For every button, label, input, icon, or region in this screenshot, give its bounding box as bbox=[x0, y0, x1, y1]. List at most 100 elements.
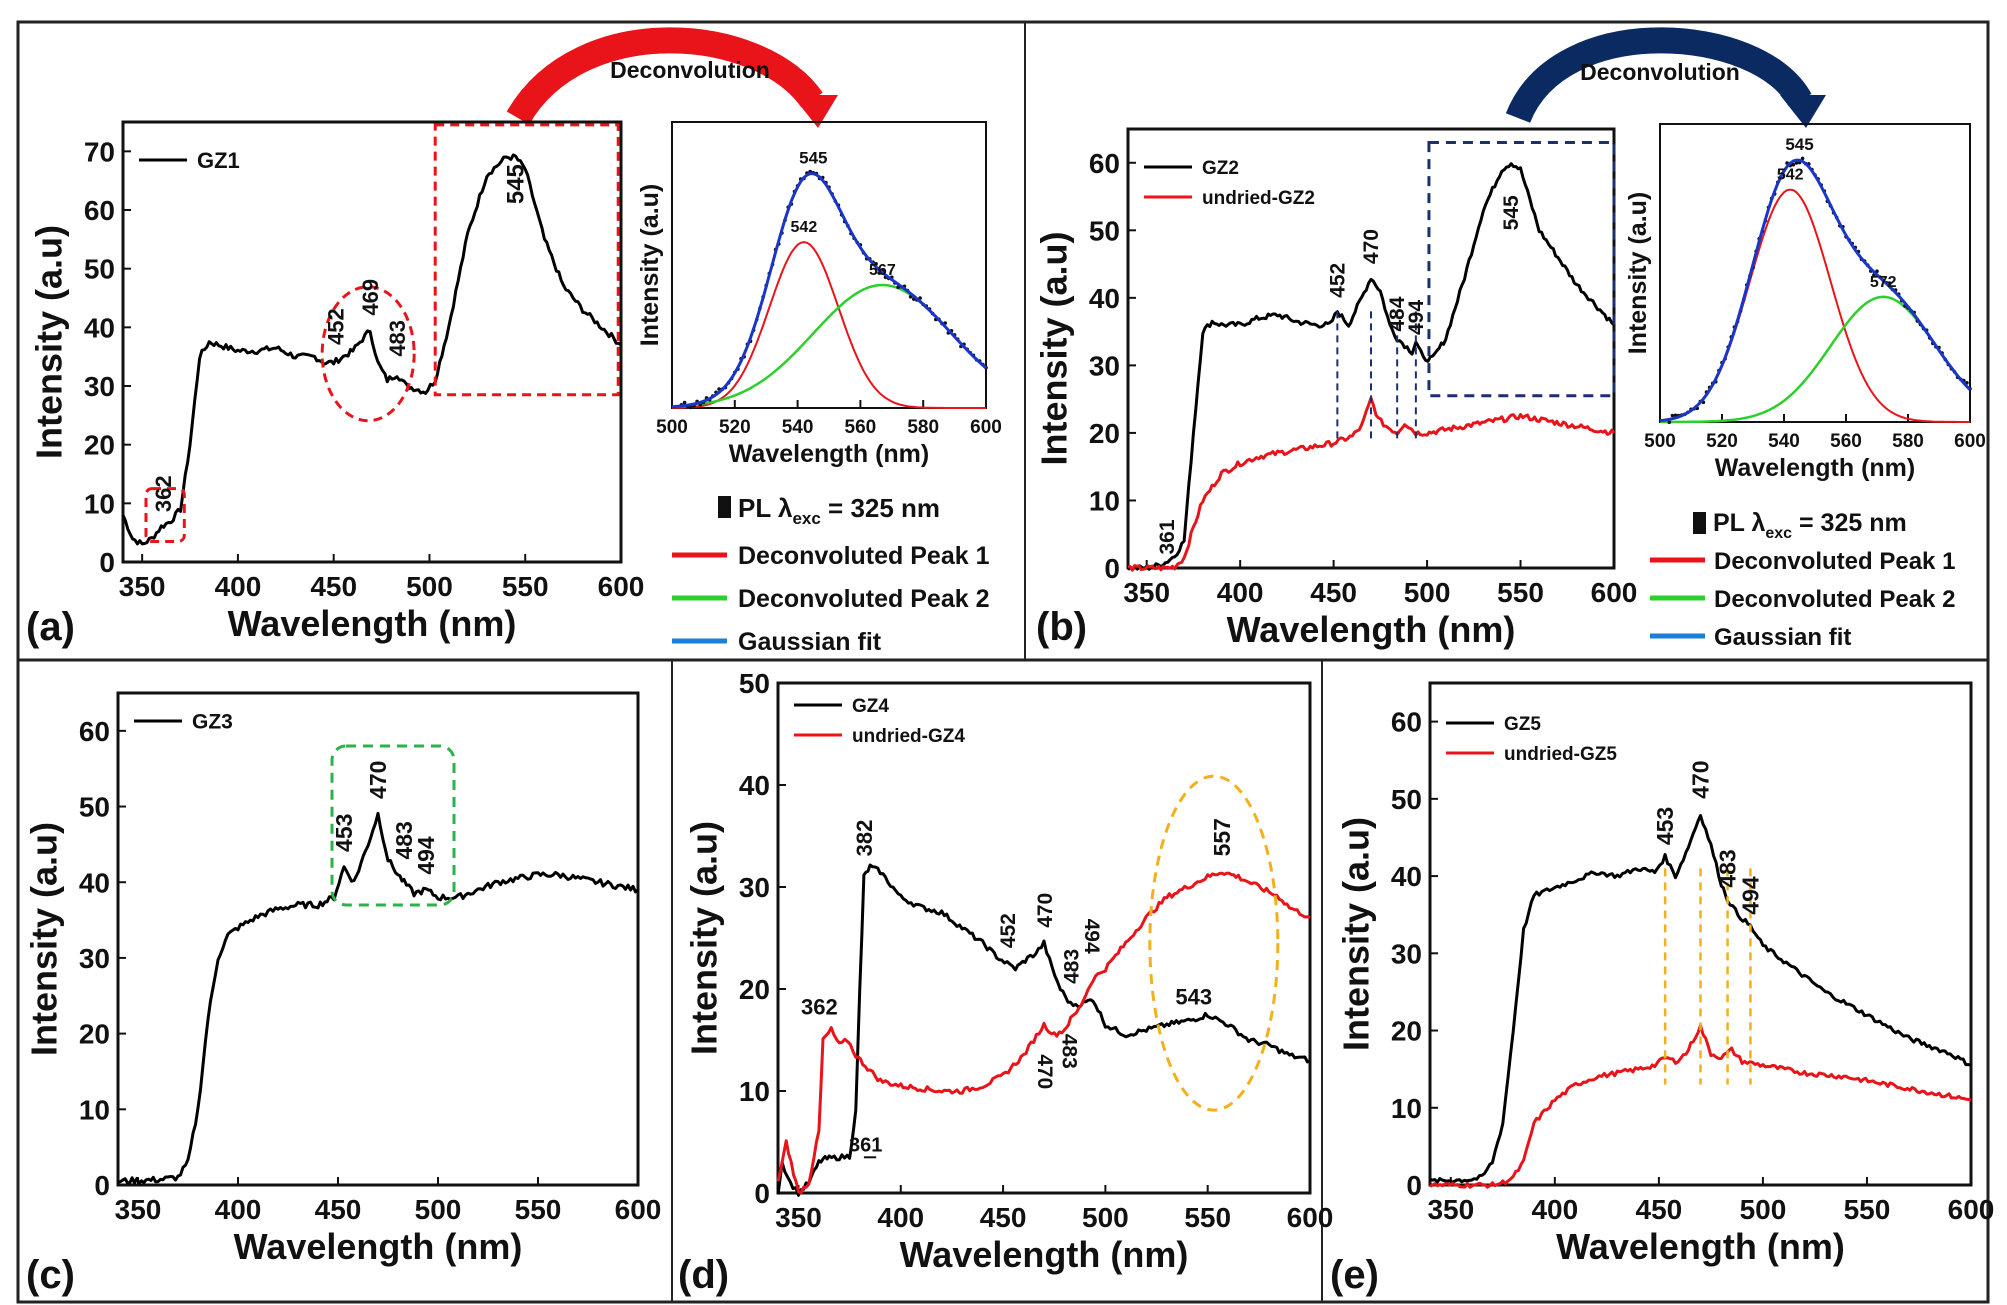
data-point bbox=[1794, 161, 1799, 165]
chart-inset-b: 500 520 540 560 580 600 Wavelength (nm) Intensi… bbox=[1624, 123, 1986, 482]
peak-label: 545 bbox=[1500, 195, 1523, 230]
chart-panel-d: 350 400 450 500 550 600 0 10 20 30 40 50 Wavelength … bbox=[683, 668, 1333, 1275]
y-tick-label: 40 bbox=[79, 867, 110, 898]
y-tick-label: 30 bbox=[1089, 350, 1120, 381]
series-line-fit bbox=[671, 172, 988, 409]
peak-label: 545 bbox=[1785, 135, 1813, 154]
x-tick-label: 560 bbox=[1830, 431, 1862, 452]
deconvolution-label-b: Deconvolution bbox=[1580, 59, 1740, 85]
peak-label: 545 bbox=[799, 149, 827, 168]
peak-label: 483 bbox=[385, 320, 410, 357]
peak-label: 452 bbox=[1326, 263, 1349, 298]
y-tick-label: 30 bbox=[739, 872, 770, 903]
y-tick-label: 20 bbox=[1391, 1016, 1422, 1047]
legend-label-peak1: Deconvoluted Peak 1 bbox=[1714, 548, 1955, 575]
x-tick-label: 540 bbox=[1768, 431, 1800, 452]
x-tick-label: 350 bbox=[775, 1202, 822, 1233]
series-line-GZ3 bbox=[117, 811, 639, 1185]
panel-label-a: (a) bbox=[26, 605, 75, 649]
y-tick-label: 40 bbox=[1089, 283, 1120, 314]
plot-frame bbox=[121, 120, 623, 564]
highlight-box-peaks bbox=[330, 744, 456, 907]
y-tick-label: 0 bbox=[1406, 1170, 1422, 1201]
x-tick-label: 600 bbox=[1591, 577, 1638, 608]
x-tick-label: 500 bbox=[1644, 431, 1676, 452]
peak-label: 362 bbox=[801, 995, 838, 1020]
x-tick-label: 600 bbox=[598, 571, 645, 602]
y-tick-label: 50 bbox=[1089, 215, 1120, 246]
series-line-fit bbox=[1659, 158, 1972, 423]
legend-label: undried-GZ4 bbox=[852, 726, 965, 747]
highlight-ellipse-469 bbox=[320, 285, 416, 423]
peak-label: 452 bbox=[324, 308, 349, 345]
series-line-undried-GZ5 bbox=[1429, 1023, 1972, 1189]
y-tick-label: 30 bbox=[1391, 938, 1422, 969]
x-axis-label: Wavelength (nm) bbox=[234, 1226, 523, 1267]
plot-frame bbox=[1659, 123, 1971, 423]
y-tick-label: 60 bbox=[1089, 148, 1120, 179]
y-tick-label: 60 bbox=[79, 716, 110, 747]
x-tick-label: 400 bbox=[215, 1194, 262, 1225]
y-axis-label: Intensity (a.u) bbox=[636, 184, 664, 347]
peak-label: 470 bbox=[1033, 1054, 1056, 1089]
panel-label-d: (d) bbox=[678, 1253, 729, 1297]
legend-label: GZ2 bbox=[1202, 158, 1239, 179]
y-tick-label: 20 bbox=[1089, 418, 1120, 449]
y-tick-label: 0 bbox=[754, 1178, 770, 1209]
peak-label: 452 bbox=[997, 913, 1020, 948]
legend-title-tail: = 325 nm bbox=[821, 493, 940, 523]
deconvolution-arrowhead-a bbox=[792, 95, 838, 128]
x-tick-label: 520 bbox=[719, 417, 751, 438]
peak-label: 470 bbox=[1034, 893, 1057, 928]
x-tick-label: 550 bbox=[1844, 1194, 1891, 1225]
y-tick-label: 30 bbox=[79, 943, 110, 974]
legend-label: GZ3 bbox=[192, 711, 233, 734]
chart-panel-c: 350 400 450 500 550 600 0 10 20 30 40 50 60 Wavelengt… bbox=[23, 691, 662, 1267]
y-tick-label: 20 bbox=[84, 430, 115, 461]
series-line-GZ2 bbox=[1126, 162, 1616, 571]
deconvolution-label-a: Deconvolution bbox=[610, 57, 770, 83]
x-tick-label: 600 bbox=[615, 1194, 662, 1225]
peak-label: 469 bbox=[358, 279, 383, 316]
legend-marker-pl bbox=[1693, 512, 1706, 534]
panel-label-e: (e) bbox=[1330, 1253, 1379, 1297]
y-axis-label: Intensity (a.u) bbox=[1033, 231, 1074, 465]
series-line-GZ5 bbox=[1429, 814, 1972, 1184]
x-tick-label: 600 bbox=[1287, 1202, 1334, 1233]
panel-frame-bottom bbox=[16, 658, 1990, 1304]
y-tick-label: 0 bbox=[1104, 553, 1120, 584]
y-tick-label: 10 bbox=[79, 1094, 110, 1125]
y-tick-label: 10 bbox=[1089, 486, 1120, 517]
legend-label-fit: Gaussian fit bbox=[738, 628, 882, 656]
x-tick-label: 400 bbox=[1531, 1194, 1578, 1225]
panel-label-b: (b) bbox=[1036, 605, 1087, 649]
x-tick-label: 450 bbox=[1636, 1194, 1683, 1225]
y-axis-label: Intensity (a.u) bbox=[1335, 817, 1376, 1051]
highlight-box-545 bbox=[1427, 141, 1616, 398]
peak-label: 567 bbox=[869, 262, 896, 279]
x-tick-label: 550 bbox=[502, 571, 549, 602]
y-tick-label: 70 bbox=[84, 136, 115, 167]
y-tick-label: 50 bbox=[79, 792, 110, 823]
x-tick-label: 400 bbox=[1217, 577, 1264, 608]
x-tick-label: 400 bbox=[877, 1202, 924, 1233]
peak-label: 453 bbox=[331, 814, 357, 852]
x-tick-label: 550 bbox=[1184, 1202, 1231, 1233]
x-axis-label: Wavelength (nm) bbox=[900, 1234, 1189, 1275]
y-tick-label: 60 bbox=[1391, 707, 1422, 738]
highlight-box-545 bbox=[433, 123, 620, 397]
x-tick-label: 500 bbox=[656, 417, 688, 438]
peak-label: 361 bbox=[849, 1134, 882, 1156]
plot-frame bbox=[671, 121, 987, 409]
data-point bbox=[682, 400, 687, 405]
chart-inset-a: 500 520 540 560 580 600 Wavelength (nm) Intensi… bbox=[636, 121, 1002, 468]
peak-label: 572 bbox=[1870, 274, 1897, 291]
peak-label: 453 bbox=[1652, 807, 1678, 845]
highlight-box-362 bbox=[144, 487, 186, 543]
x-tick-label: 450 bbox=[310, 571, 357, 602]
legend-title-main: PL λ bbox=[1713, 509, 1765, 537]
y-tick-label: 10 bbox=[84, 488, 115, 519]
x-tick-label: 350 bbox=[115, 1194, 162, 1225]
chart-panel-a: 350 400 450 500 550 600 0 10 20 30 40 50 60 70 Wavelen… bbox=[28, 120, 645, 644]
